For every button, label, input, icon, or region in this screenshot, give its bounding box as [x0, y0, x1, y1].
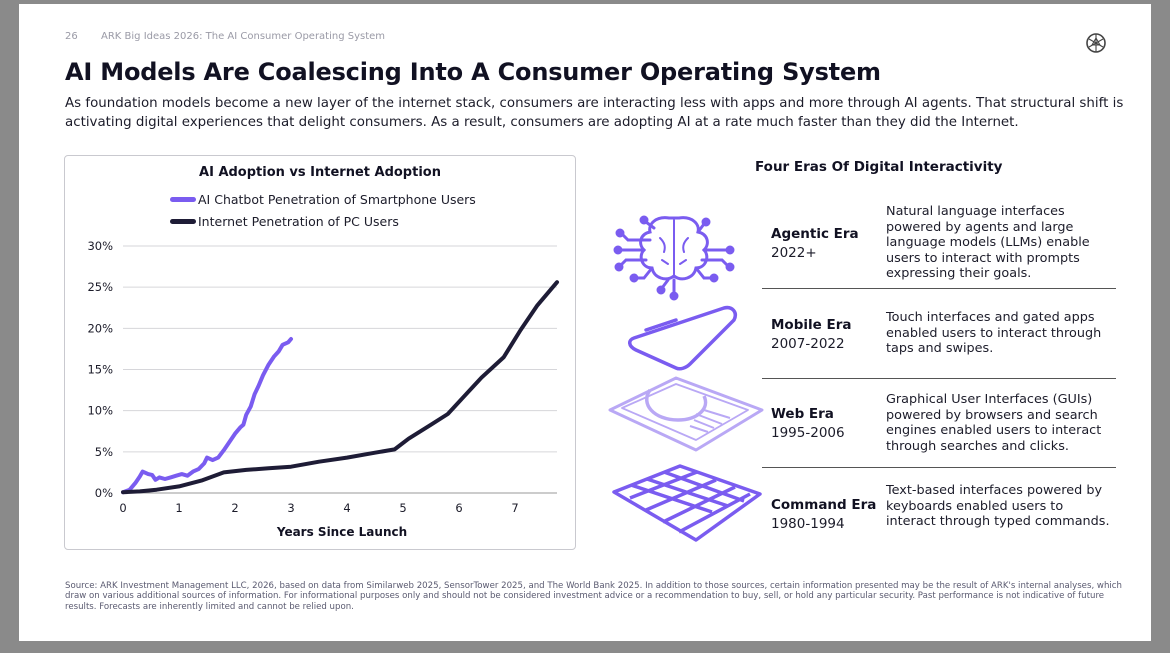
era-divider [762, 378, 1116, 379]
x-tick-label: 2 [231, 501, 238, 515]
y-tick-label: 20% [87, 321, 113, 335]
era-desc-agentic: Natural language interfaces powered by a… [886, 204, 1090, 282]
y-tick-label: 30% [87, 239, 113, 253]
keyboard-grid-icon [612, 464, 762, 542]
eras-title: Four Eras Of Digital Interactivity [755, 159, 1003, 175]
browser-window-icon [608, 376, 764, 452]
x-tick-label: 0 [119, 501, 126, 515]
era-desc-command: Text-based interfaces powered by keyboar… [886, 483, 1110, 530]
y-tick-label: 0% [95, 486, 113, 500]
x-tick-label: 1 [175, 501, 182, 515]
chart-title: AI Adoption vs Internet Adoption [199, 165, 441, 180]
page-number: 26 [65, 31, 78, 42]
deck-title: ARK Big Ideas 2026: The AI Consumer Oper… [101, 31, 386, 42]
x-tick-label: 4 [343, 501, 350, 515]
era-divider [762, 288, 1116, 289]
x-tick-label: 7 [511, 501, 518, 515]
era-name-mobile: Mobile Era [771, 317, 852, 333]
era-icons [608, 215, 764, 542]
era-name-command: Command Era [771, 497, 877, 513]
smartphone-icon [628, 305, 737, 371]
era-name-web: Web Era [771, 406, 834, 422]
ark-logo-icon [1086, 33, 1106, 53]
y-tick-label: 5% [95, 445, 113, 459]
era-desc-mobile: Touch interfaces and gated apps enabled … [886, 310, 1102, 357]
adoption-chart: AI Adoption vs Internet Adoption AI Chat… [64, 155, 576, 550]
era-divider [762, 467, 1116, 468]
legend-swatch-internet [170, 219, 196, 224]
page-title: AI Models Are Coalescing Into A Consumer… [65, 58, 881, 86]
page-subtitle: As foundation models become a new layer … [65, 96, 1124, 130]
era-desc-web: Graphical User Interfaces (GUIs) powered… [886, 392, 1102, 454]
x-tick-label: 5 [399, 501, 406, 515]
x-tick-label: 6 [455, 501, 462, 515]
y-tick-label: 15% [87, 363, 113, 377]
era-years-mobile: 2007-2022 [771, 336, 845, 352]
y-tick-label: 10% [87, 404, 113, 418]
x-axis-label: Years Since Launch [276, 525, 407, 539]
era-years-agentic: 2022+ [771, 245, 817, 261]
source-footnote: Source: ARK Investment Management LLC, 2… [65, 581, 1122, 612]
series-line-ai [121, 337, 293, 495]
series-line-internet [121, 280, 559, 495]
legend-label-internet: Internet Penetration of PC Users [198, 214, 399, 229]
x-tick-label: 3 [287, 501, 294, 515]
chart-plot: 0% 5% 10% 15% 20% 25% 30% 0 1 2 3 4 5 6 7 Years Since L… [87, 239, 559, 539]
legend-swatch-ai [170, 197, 196, 202]
slide: 26 ARK Big Ideas 2026: The AI Consumer O… [19, 4, 1151, 641]
legend-item-ai: AI Chatbot Penetration of Smartphone Use… [170, 192, 476, 207]
legend-item-internet: Internet Penetration of PC Users [170, 214, 399, 229]
era-name-agentic: Agentic Era [771, 226, 859, 242]
era-years-command: 1980-1994 [771, 516, 845, 532]
legend-label-ai: AI Chatbot Penetration of Smartphone Use… [198, 192, 476, 207]
brain-circuit-icon [613, 215, 735, 301]
era-years-web: 1995-2006 [771, 425, 845, 441]
y-tick-label: 25% [87, 280, 113, 294]
